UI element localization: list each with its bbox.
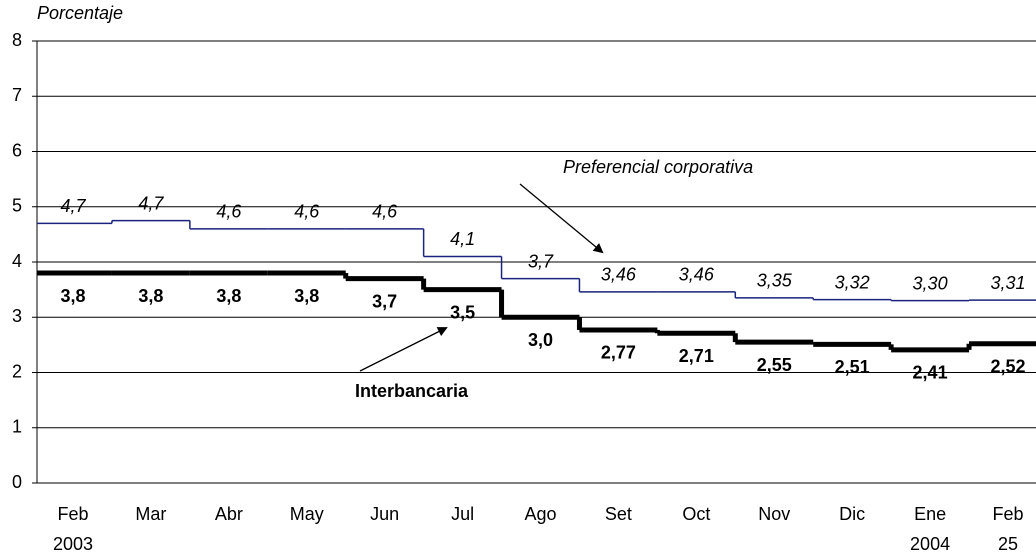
y-tick-label: 8 bbox=[12, 30, 22, 50]
value-label: 3,8 bbox=[138, 286, 163, 306]
x-tick-label: May bbox=[290, 504, 324, 524]
x-tick-sublabel: 25 bbox=[998, 534, 1018, 554]
value-label: 3,30 bbox=[913, 273, 948, 293]
x-tick-label: Abr bbox=[215, 504, 243, 524]
x-tick-label: Oct bbox=[682, 504, 710, 524]
value-label: 3,46 bbox=[679, 265, 715, 285]
value-label: 3,46 bbox=[601, 265, 637, 285]
x-tick-label: Ene bbox=[914, 504, 946, 524]
value-label: 3,5 bbox=[450, 302, 475, 322]
value-label: 3,31 bbox=[990, 273, 1025, 293]
y-tick-label: 7 bbox=[12, 85, 22, 105]
value-label: 2,71 bbox=[679, 346, 714, 366]
value-label: 3,7 bbox=[528, 251, 554, 271]
value-label: 4,6 bbox=[216, 202, 242, 222]
x-tick-label: Mar bbox=[135, 504, 166, 524]
x-tick-label: Jul bbox=[451, 504, 474, 524]
x-tick-label: Ago bbox=[524, 504, 556, 524]
value-label: 3,0 bbox=[528, 330, 553, 350]
y-tick-label: 2 bbox=[12, 361, 22, 381]
y-tick-label: 4 bbox=[12, 251, 22, 271]
y-tick-label: 0 bbox=[12, 472, 22, 492]
x-tick-label: Jun bbox=[370, 504, 399, 524]
value-label: 2,41 bbox=[913, 363, 948, 383]
x-tick-label: Feb bbox=[992, 504, 1023, 524]
y-tick-label: 6 bbox=[12, 140, 22, 160]
y-tick-label: 3 bbox=[12, 306, 22, 326]
value-label: 3,8 bbox=[216, 286, 241, 306]
x-tick-sublabel: 2003 bbox=[53, 534, 93, 554]
value-label: 4,6 bbox=[372, 202, 398, 222]
x-tick-label: Nov bbox=[758, 504, 790, 524]
value-label: 2,51 bbox=[835, 357, 870, 377]
x-tick-label: Dic bbox=[839, 504, 865, 524]
value-label: 2,55 bbox=[757, 355, 792, 375]
value-label: 2,77 bbox=[601, 343, 636, 363]
value-label: 4,7 bbox=[138, 193, 164, 213]
annotation-arrow bbox=[359, 327, 448, 372]
value-label: 3,35 bbox=[757, 271, 793, 291]
y-axis-label: Porcentaje bbox=[37, 3, 123, 23]
value-label: 2,52 bbox=[990, 357, 1025, 377]
value-label: 3,7 bbox=[372, 291, 397, 311]
series-annotation: Preferencial corporativa bbox=[563, 157, 753, 177]
series-annotation: Interbancaria bbox=[355, 381, 469, 401]
value-label: 3,8 bbox=[294, 286, 319, 306]
value-label: 4,7 bbox=[60, 196, 86, 216]
value-label: 4,6 bbox=[294, 202, 320, 222]
value-label: 3,8 bbox=[60, 286, 85, 306]
value-label: 3,32 bbox=[835, 272, 870, 292]
x-tick-label: Set bbox=[605, 504, 632, 524]
y-tick-label: 1 bbox=[12, 417, 22, 437]
value-label: 4,1 bbox=[450, 229, 475, 249]
x-tick-label: Feb bbox=[57, 504, 88, 524]
annotation-arrow bbox=[519, 183, 604, 254]
y-tick-label: 5 bbox=[12, 196, 22, 216]
x-tick-sublabel: 2004 bbox=[910, 534, 950, 554]
